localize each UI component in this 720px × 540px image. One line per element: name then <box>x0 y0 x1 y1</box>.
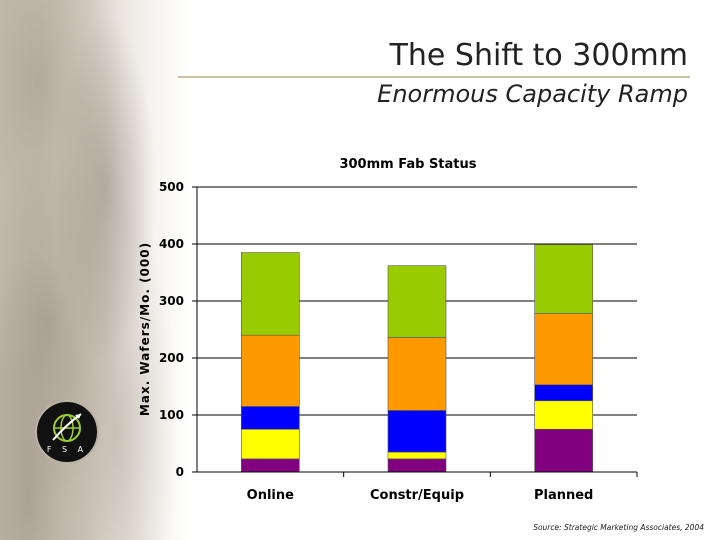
y-tick-label: 0 <box>176 465 184 479</box>
bar-segment-2-4 <box>387 337 447 411</box>
source-note: Source: Strategic Marketing Associates, … <box>533 523 704 532</box>
y-tick-label: 300 <box>159 294 184 308</box>
y-tick-label: 400 <box>159 237 184 251</box>
chart-title: 300mm Fab Status <box>339 157 476 172</box>
bar-segment-1-4 <box>241 334 300 407</box>
bar-segment-3-5 <box>534 244 593 314</box>
fsa-logo: F S A <box>35 400 99 464</box>
globe-icon <box>52 413 82 442</box>
y-tick-label: 100 <box>159 408 184 422</box>
bar-segment-2-5 <box>387 265 447 338</box>
bar-segment-1-3 <box>241 406 300 430</box>
bar-segment-3-3 <box>534 384 593 402</box>
bar-segment-2-3 <box>387 410 447 453</box>
bar-segment-3-1 <box>534 428 593 473</box>
background-texture <box>0 0 190 540</box>
y-tick-label: 200 <box>159 351 184 365</box>
title-divider <box>178 76 690 78</box>
bar-segment-2-2 <box>387 451 447 460</box>
slide-title: The Shift to 300mm <box>389 38 688 73</box>
x-category-label: Online <box>247 488 294 503</box>
bar-segment-2-1 <box>387 458 447 473</box>
y-axis-label: Max. Wafers/Mo. (000) <box>138 242 152 416</box>
bar-segment-3-2 <box>534 400 593 430</box>
slide-subtitle: Enormous Capacity Ramp <box>377 80 688 108</box>
x-category-label: Planned <box>534 488 593 503</box>
bar-segment-1-2 <box>241 428 300 460</box>
bar-segment-1-1 <box>241 458 300 473</box>
logo-text: F S A <box>46 445 88 454</box>
bar-segment-3-4 <box>534 313 593 386</box>
bar-segment-1-5 <box>241 252 300 336</box>
y-tick-label: 500 <box>159 180 184 194</box>
x-category-label: Constr/Equip <box>370 488 464 503</box>
